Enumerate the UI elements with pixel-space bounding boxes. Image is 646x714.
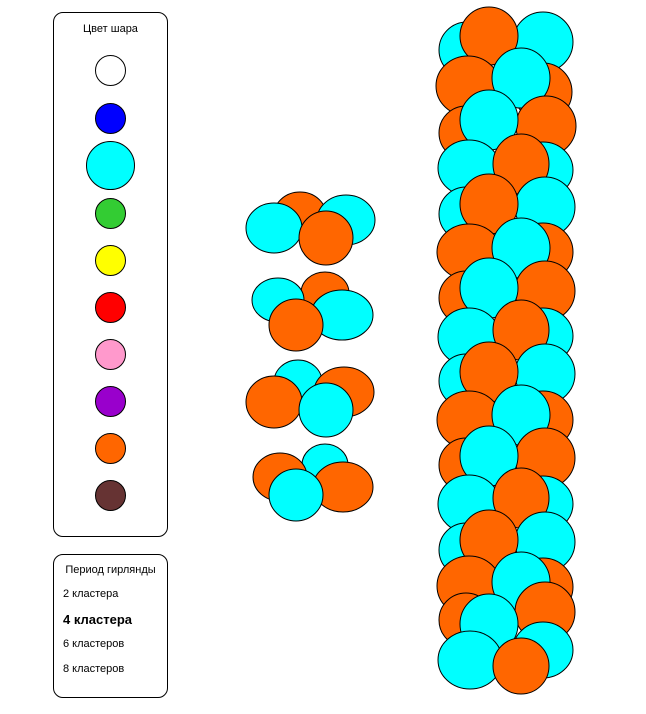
garland-balloon [491, 47, 551, 109]
swatch-blue[interactable] [95, 103, 126, 134]
period-option-8[interactable]: 8 кластеров [63, 663, 125, 675]
cluster-1-balloon [298, 210, 354, 266]
period-option-2[interactable]: 2 кластера [63, 588, 119, 600]
swatch-green[interactable] [95, 198, 126, 229]
swatch-purple[interactable] [95, 386, 126, 417]
balloon-color-panel: Цвет шара [53, 12, 168, 537]
swatch-cyan[interactable] [86, 141, 135, 190]
swatch-red[interactable] [95, 292, 126, 323]
garland-period-panel: Период гирлянды 2 кластера 4 кластера 6 … [53, 554, 168, 698]
garland-period-title: Период гирлянды [65, 564, 156, 576]
balloon-color-title: Цвет шара [83, 23, 138, 35]
cluster-3-balloon [245, 375, 303, 429]
period-option-6[interactable]: 6 кластеров [63, 638, 125, 650]
swatch-orange[interactable] [95, 433, 126, 464]
cluster-3-balloon [298, 382, 354, 438]
swatch-brown[interactable] [95, 480, 126, 511]
period-option-4[interactable]: 4 кластера [63, 612, 132, 627]
garland-balloon [492, 637, 550, 695]
cluster-4-balloon [268, 468, 324, 522]
cluster-1-balloon [245, 202, 303, 254]
garland-balloon [437, 630, 503, 690]
swatch-yellow[interactable] [95, 245, 126, 276]
cluster-2-balloon [268, 298, 324, 352]
swatch-white[interactable] [95, 55, 126, 86]
swatch-pink[interactable] [95, 339, 126, 370]
